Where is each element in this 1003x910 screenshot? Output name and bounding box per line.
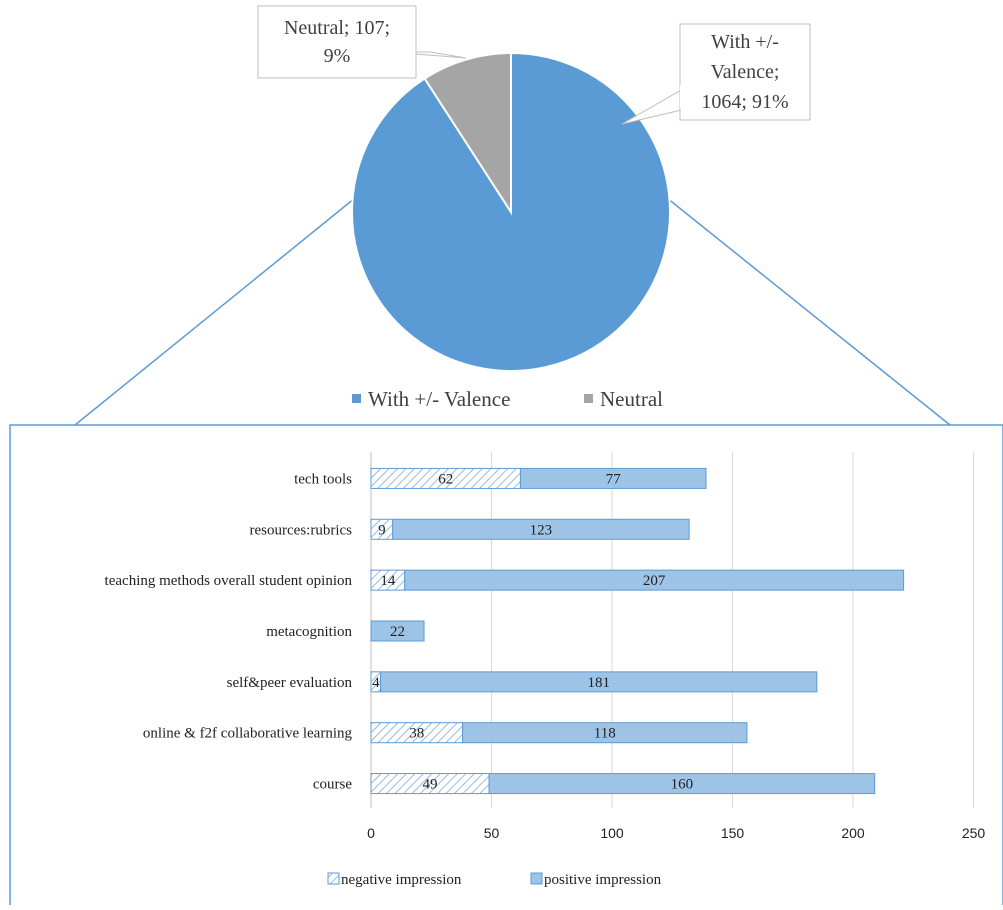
pie-chart: [351, 51, 671, 372]
callout-box-neutral: [257, 5, 417, 79]
x-tick-label: 0: [367, 825, 375, 841]
data-label-positive-impression-resources-rubrics: 123: [530, 522, 553, 538]
data-label-negative-impression-online-f2f-collaborative-learning: 38: [409, 726, 424, 742]
bar-legend: negative impression positive impression: [327, 872, 662, 888]
bar-positive-impression-course: [488, 773, 876, 795]
x-tick-label: 200: [841, 825, 865, 841]
callout-label-valence-line1: With +/-: [711, 31, 779, 53]
category-label-metacognition: metacognition: [266, 624, 352, 640]
bar-positive-impression-online-f2f-collaborative-learning: [462, 722, 748, 744]
data-label-negative-impression-tech-tools: 62: [438, 471, 453, 487]
callout-label-neutral-line2: 9%: [324, 45, 351, 67]
x-tick-label: 50: [484, 825, 500, 841]
bar-positive-impression-teaching-methods-overall-student-opinion: [404, 569, 905, 591]
category-label-teaching-methods-overall-student-opinion: teaching methods overall student opinion: [105, 573, 353, 589]
legend-label-neutral: Neutral: [600, 387, 663, 411]
pie-legend: With +/- Valence Neutral: [352, 387, 663, 411]
bar-chart: 0 50 100 150 200 250 tech tools 62 77 resources:r…: [105, 452, 986, 841]
category-label-course: course: [313, 777, 352, 793]
zoom-connector-right: [666, 197, 951, 426]
category-label-online-f2f-collaborative-learning: online & f2f collaborative learning: [143, 726, 353, 742]
x-tick-label: 250: [962, 825, 986, 841]
bar-positive-impression-resources-rubrics: [392, 518, 690, 540]
x-tick-label: 100: [600, 825, 624, 841]
data-label-negative-impression-teaching-methods-overall-student-opinion: 14: [380, 573, 396, 589]
data-label-positive-impression-tech-tools: 77: [606, 471, 622, 487]
callout-label-neutral-line1: Neutral; 107;: [284, 17, 390, 39]
zoom-connector-left: [74, 197, 356, 426]
category-label-tech-tools: tech tools: [294, 471, 352, 487]
category-label-resources-rubrics: resources:rubrics: [250, 522, 353, 538]
data-label-negative-impression-self-peer-evaluation: 4: [372, 675, 380, 691]
data-label-positive-impression-self-peer-evaluation: 181: [587, 675, 610, 691]
category-label-self-peer-evaluation: self&peer evaluation: [227, 675, 353, 691]
data-label-negative-impression-resources-rubrics: 9: [378, 522, 386, 538]
legend-swatch-neutral: [584, 394, 593, 403]
callout-box-valence: [679, 23, 811, 121]
legend-swatch-valence: [352, 394, 361, 403]
data-label-negative-impression-course: 49: [423, 777, 438, 793]
legend-label-positive: positive impression: [544, 872, 662, 888]
data-label-positive-impression-metacognition: 22: [390, 624, 405, 640]
legend-swatch-positive: [530, 872, 543, 885]
bar-positive-impression-metacognition: [370, 620, 425, 642]
bar-positive-impression-tech-tools: [519, 467, 707, 489]
legend-label-valence: With +/- Valence: [368, 387, 510, 411]
pie-callout-neutral: Neutral; 107; 9%: [257, 5, 467, 79]
bar-chart-frame: [9, 424, 1003, 910]
x-tick-label: 150: [721, 825, 745, 841]
data-label-positive-impression-online-f2f-collaborative-learning: 118: [594, 726, 616, 742]
bar-positive-impression-self-peer-evaluation: [380, 671, 818, 693]
pie-slice-neutral: [423, 51, 512, 216]
data-label-positive-impression-course: 160: [671, 777, 694, 793]
legend-label-negative: negative impression: [341, 872, 462, 888]
pie-callout-valence: With +/- Valence; 1064; 91%: [621, 23, 811, 125]
legend-swatch-negative: [327, 872, 340, 885]
callout-label-valence-line3: 1064; 91%: [701, 91, 788, 113]
callout-label-valence-line2: Valence;: [711, 61, 780, 83]
data-label-positive-impression-teaching-methods-overall-student-opinion: 207: [643, 573, 666, 589]
